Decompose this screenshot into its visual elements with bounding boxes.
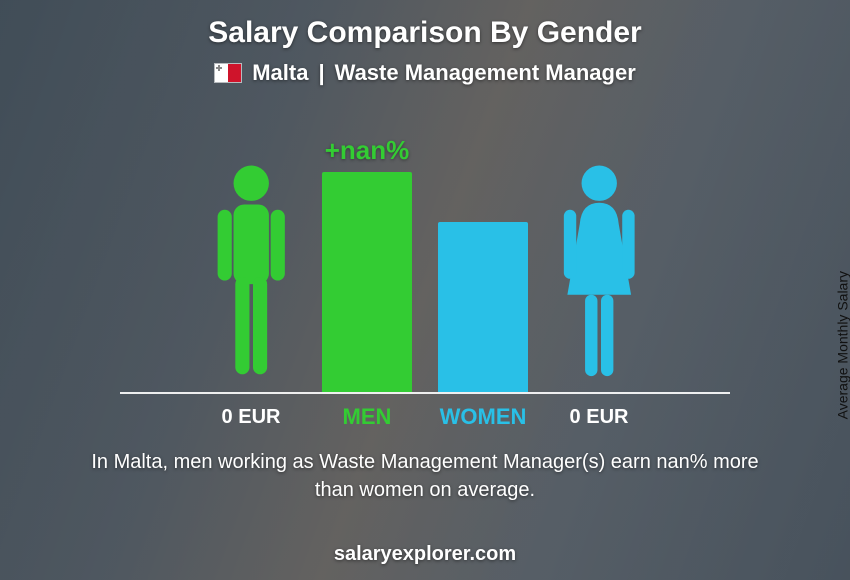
subtitle-row: Malta | Waste Management Manager bbox=[0, 60, 850, 86]
country-label: Malta bbox=[252, 60, 308, 86]
chart-row: +nan% bbox=[0, 135, 850, 392]
flag-left bbox=[215, 64, 228, 82]
separator: | bbox=[318, 60, 324, 86]
men-value: 0 EUR bbox=[206, 406, 296, 429]
men-bar-cell: +nan% bbox=[322, 135, 412, 392]
caption-text: In Malta, men working as Waste Managemen… bbox=[0, 436, 850, 504]
men-label: MEN bbox=[322, 404, 412, 430]
footer-attribution: salaryexplorer.com bbox=[0, 543, 850, 566]
flag-right bbox=[228, 64, 241, 82]
chart-baseline bbox=[120, 392, 730, 394]
man-icon bbox=[206, 162, 296, 392]
chart-area: Average Monthly Salary +nan% bbox=[0, 106, 850, 436]
woman-icon bbox=[554, 162, 644, 392]
diff-label: +nan% bbox=[325, 135, 410, 166]
men-bar bbox=[322, 172, 412, 392]
women-bar bbox=[438, 222, 528, 392]
flag-cross-icon bbox=[216, 65, 222, 71]
job-label: Waste Management Manager bbox=[335, 60, 636, 86]
women-bar-cell bbox=[438, 222, 528, 392]
labels-row: 0 EUR MEN WOMEN 0 EUR bbox=[0, 404, 850, 430]
woman-silhouette-icon bbox=[555, 162, 643, 392]
women-label: WOMEN bbox=[438, 404, 528, 430]
page-title: Salary Comparison By Gender bbox=[0, 0, 850, 50]
man-silhouette-icon bbox=[207, 162, 295, 392]
malta-flag-icon bbox=[214, 63, 242, 83]
women-value: 0 EUR bbox=[554, 406, 644, 429]
